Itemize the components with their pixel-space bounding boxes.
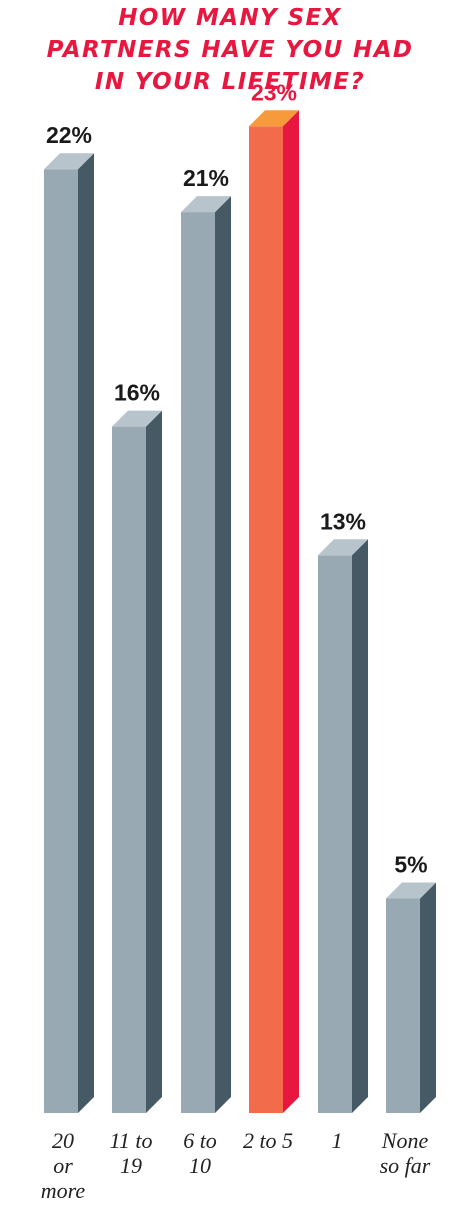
- category-label-line: more: [41, 1178, 86, 1203]
- bar-top-6: [386, 882, 436, 899]
- bar-top-3: [181, 196, 231, 213]
- bar-top-5: [318, 539, 368, 556]
- bar-1: [44, 153, 94, 1113]
- category-label-5: 1: [332, 1128, 343, 1153]
- bar-side-1: [78, 153, 94, 1113]
- bar-top-2: [112, 410, 162, 427]
- category-label-3: 6 to 10: [183, 1128, 217, 1178]
- bar-front-2: [112, 426, 146, 1114]
- bar-front-3: [181, 212, 215, 1114]
- value-label-4: 23%: [251, 79, 297, 105]
- chart-title-line-3: IN YOUR LIFETIME?: [94, 69, 366, 95]
- bar-2: [112, 410, 162, 1114]
- category-label-line: 20: [52, 1128, 74, 1153]
- value-label-3: 21%: [183, 165, 229, 191]
- category-label-line: or: [53, 1153, 73, 1178]
- category-label-line: 1: [332, 1128, 343, 1153]
- category-label-2: 11 to 19: [110, 1128, 153, 1178]
- chart-title-line-1: HOW MANY SEX: [118, 5, 342, 31]
- bar-3: [181, 196, 231, 1114]
- category-label-4: 2 to 5: [243, 1128, 293, 1153]
- category-label-1: 20 or more: [41, 1128, 86, 1203]
- bar-front-4: [249, 126, 283, 1114]
- category-label-line: so far: [380, 1153, 431, 1178]
- category-label-line: 19: [120, 1153, 142, 1178]
- bar-top-4: [249, 110, 299, 127]
- category-label-line: None: [381, 1128, 429, 1153]
- value-label-6: 5%: [394, 852, 427, 878]
- bar-side-4: [283, 110, 299, 1114]
- bar-side-6: [420, 882, 436, 1113]
- bar-front-6: [386, 898, 420, 1113]
- category-label-line: 11 to: [110, 1128, 153, 1153]
- bar-side-3: [215, 196, 231, 1114]
- value-label-5: 13%: [320, 508, 366, 534]
- chart-title-line-2: PARTNERS HAVE YOU HAD: [46, 37, 414, 63]
- category-label-line: 6 to: [183, 1128, 217, 1153]
- bar-side-2: [146, 410, 162, 1114]
- bar-4: [249, 110, 299, 1114]
- bar-5: [318, 539, 368, 1113]
- bar-front-1: [44, 169, 78, 1113]
- value-label-2: 16%: [114, 380, 160, 406]
- chart-title: HOW MANY SEX PARTNERS HAVE YOU HAD IN YO…: [0, 2, 460, 98]
- bar-side-5: [352, 539, 368, 1113]
- category-label-6: None so far: [380, 1128, 431, 1178]
- category-label-line: 2 to 5: [243, 1128, 293, 1153]
- bar-front-5: [318, 555, 352, 1113]
- bar-top-1: [44, 153, 94, 170]
- bar-6: [386, 882, 436, 1113]
- value-label-1: 22%: [46, 122, 92, 148]
- category-label-line: 10: [189, 1153, 211, 1178]
